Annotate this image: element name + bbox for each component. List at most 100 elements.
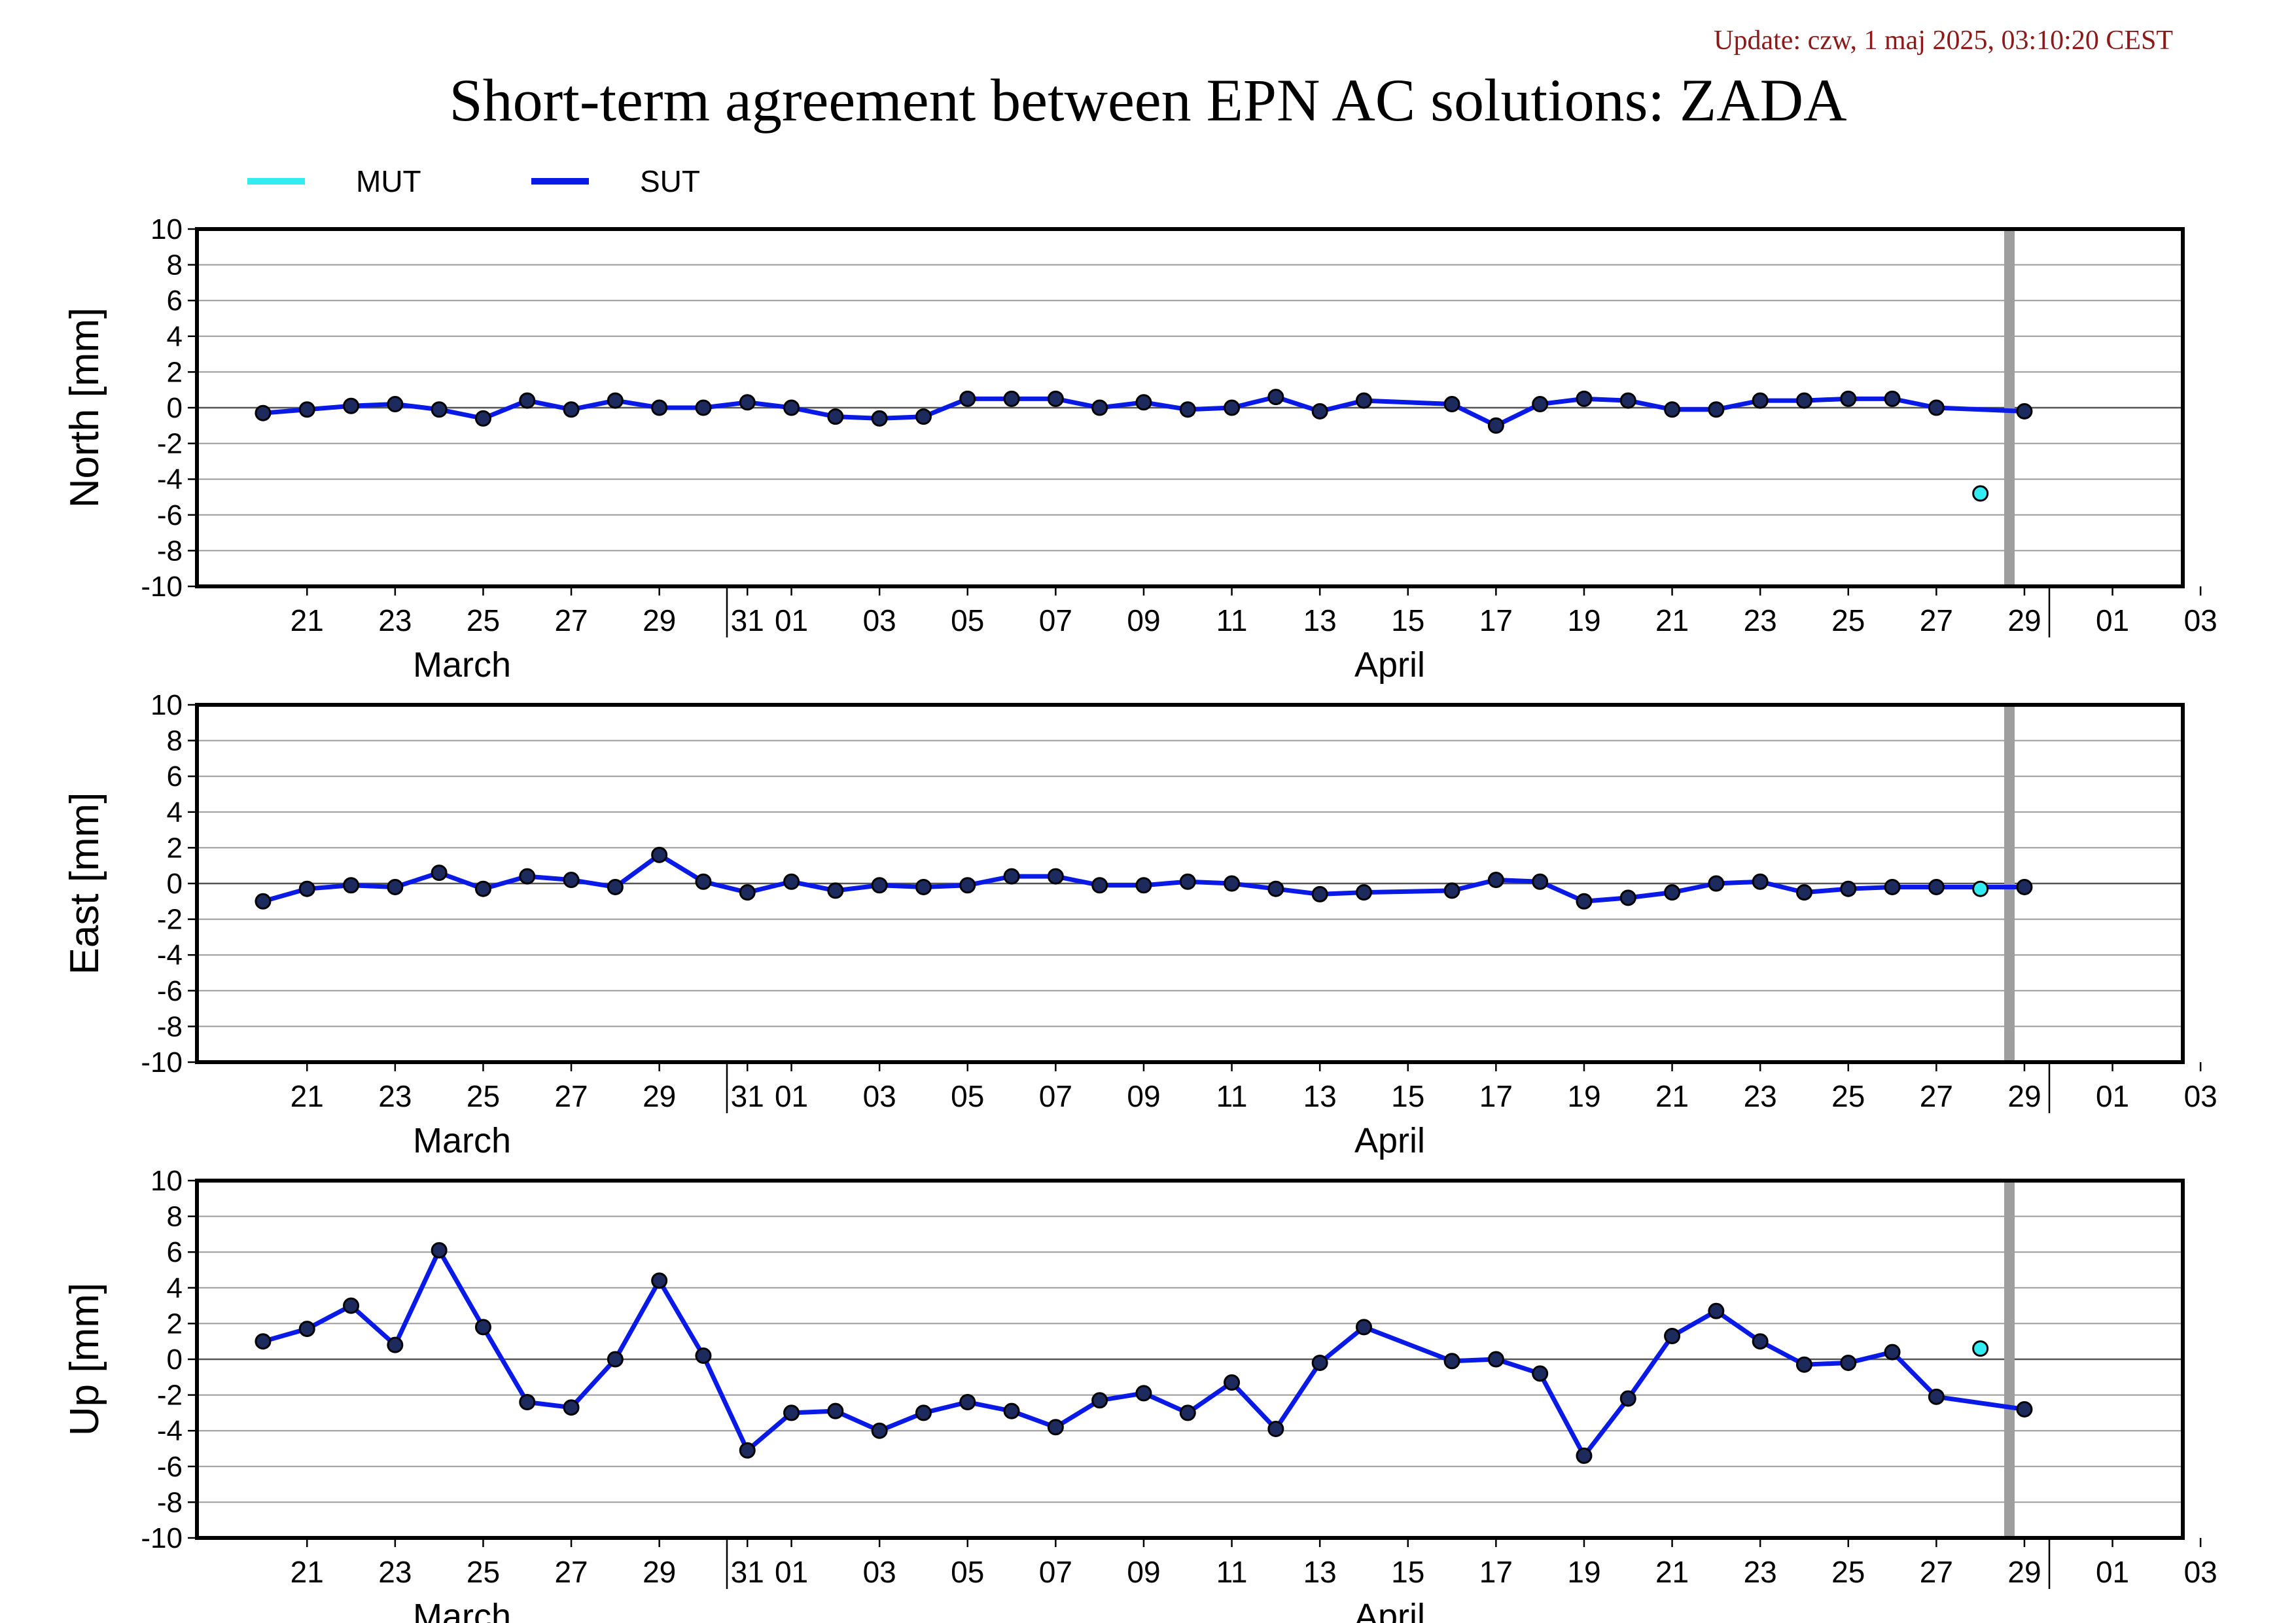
month-label: March: [413, 1121, 511, 1160]
data-point-sut: [255, 404, 272, 421]
data-point-sut: [1311, 402, 1328, 419]
data-point-sut: [255, 893, 272, 910]
data-point-sut: [1532, 873, 1549, 890]
data-point-sut: [1443, 1353, 1460, 1370]
data-point-sut: [431, 401, 448, 418]
x-tick-label: 03: [2184, 1555, 2217, 1589]
data-point-sut: [1619, 1390, 1636, 1407]
data-point-sut: [1532, 1365, 1549, 1382]
y-tick-label: -6: [157, 975, 183, 1007]
x-tick-label: 03: [863, 1555, 896, 1589]
current-date-marker: [2004, 1181, 2015, 1538]
data-point-sut: [827, 882, 844, 899]
data-point-sut: [431, 865, 448, 882]
data-point-sut: [607, 1351, 624, 1368]
data-point-sut: [1443, 882, 1460, 899]
x-tick-label: 03: [863, 603, 896, 637]
data-point-sut: [1135, 877, 1152, 894]
x-tick-label: 05: [951, 1555, 984, 1589]
month-label: April: [1354, 645, 1425, 685]
data-point-sut: [343, 1297, 360, 1314]
y-tick-label: 4: [167, 796, 183, 829]
data-point-sut: [1091, 399, 1108, 416]
data-point-sut: [431, 1241, 448, 1258]
data-point-sut: [959, 390, 976, 407]
data-point-sut: [474, 880, 491, 897]
data-point-sut: [915, 878, 932, 895]
y-tick-label: -2: [157, 428, 183, 460]
data-point-sut: [871, 1422, 888, 1439]
data-point-sut: [1003, 1402, 1020, 1419]
data-point-sut: [563, 401, 580, 418]
x-tick-label: 07: [1039, 1079, 1072, 1113]
data-point-sut: [1003, 868, 1020, 885]
y-tick-label: 0: [167, 1344, 183, 1376]
y-tick-label: 2: [167, 356, 183, 388]
data-point-sut: [519, 868, 536, 885]
x-tick-label: 27: [554, 1079, 588, 1113]
data-point-sut: [607, 878, 624, 895]
x-tick-label: 19: [1567, 603, 1600, 637]
x-tick-label: 23: [1744, 603, 1777, 637]
x-tick-label: 21: [291, 603, 324, 637]
x-tick-label: 25: [1831, 1555, 1865, 1589]
y-tick-label: 4: [167, 1272, 183, 1304]
data-point-sut: [343, 397, 360, 414]
data-point-sut: [474, 410, 491, 427]
x-tick-label: 01: [775, 1555, 808, 1589]
x-tick-label: 11: [1216, 603, 1248, 637]
x-tick-label: 21: [291, 1555, 324, 1589]
y-tick-label: 0: [167, 868, 183, 900]
x-tick-label: 11: [1216, 1555, 1248, 1589]
data-point-sut: [1576, 893, 1593, 910]
plot-frame: [195, 227, 2185, 588]
data-point-sut: [1884, 1344, 1901, 1361]
data-point-sut: [563, 872, 580, 889]
data-point-sut: [1532, 396, 1549, 413]
data-point-sut: [519, 1394, 536, 1411]
update-timestamp: Update: czw, 1 maj 2025, 03:10:20 CEST: [1714, 26, 2173, 56]
x-tick-label: 03: [863, 1079, 896, 1113]
data-point-sut: [1487, 417, 1504, 434]
data-point-mut: [1972, 1340, 1989, 1357]
x-tick-label: 09: [1127, 1079, 1160, 1113]
x-tick-label: 01: [775, 603, 808, 637]
y-tick-label: 2: [167, 1308, 183, 1340]
data-point-sut: [255, 1333, 272, 1350]
data-point-sut: [1576, 390, 1593, 407]
data-point-sut: [1664, 401, 1681, 418]
data-point-sut: [1752, 392, 1769, 409]
data-point-sut: [298, 880, 315, 897]
data-point-sut: [519, 392, 536, 409]
x-tick-label: 21: [1655, 1079, 1689, 1113]
data-point-sut: [783, 399, 800, 416]
data-point-sut: [1355, 392, 1372, 409]
x-tick-label: 07: [1039, 603, 1072, 637]
data-point-sut: [1619, 392, 1636, 409]
x-tick-label: 19: [1567, 1555, 1600, 1589]
x-tick-label: 01: [2096, 603, 2129, 637]
data-point-sut: [1928, 878, 1945, 895]
y-axis-label: East [mm]: [62, 792, 107, 974]
data-point-sut: [739, 394, 756, 411]
data-point-sut: [1047, 390, 1064, 407]
data-point-sut: [1267, 389, 1284, 406]
data-point-sut: [915, 1404, 932, 1421]
x-tick-label: 29: [2007, 1079, 2041, 1113]
x-tick-label: 23: [378, 1079, 412, 1113]
month-label: March: [413, 645, 511, 685]
data-point-sut: [959, 1394, 976, 1411]
data-point-sut: [1752, 1333, 1769, 1350]
data-point-sut: [298, 1321, 315, 1338]
data-point-sut: [1487, 872, 1504, 889]
y-tick-label: 6: [167, 760, 183, 793]
data-point-sut: [474, 1319, 491, 1336]
data-point-sut: [1840, 880, 1857, 897]
x-tick-label: 23: [1744, 1079, 1777, 1113]
y-tick-label: -6: [157, 499, 183, 531]
data-point-sut: [651, 399, 668, 416]
y-tick-label: 10: [150, 689, 183, 721]
month-label: April: [1354, 1121, 1425, 1160]
data-point-sut: [1840, 1354, 1857, 1371]
x-tick-label: 05: [951, 603, 984, 637]
